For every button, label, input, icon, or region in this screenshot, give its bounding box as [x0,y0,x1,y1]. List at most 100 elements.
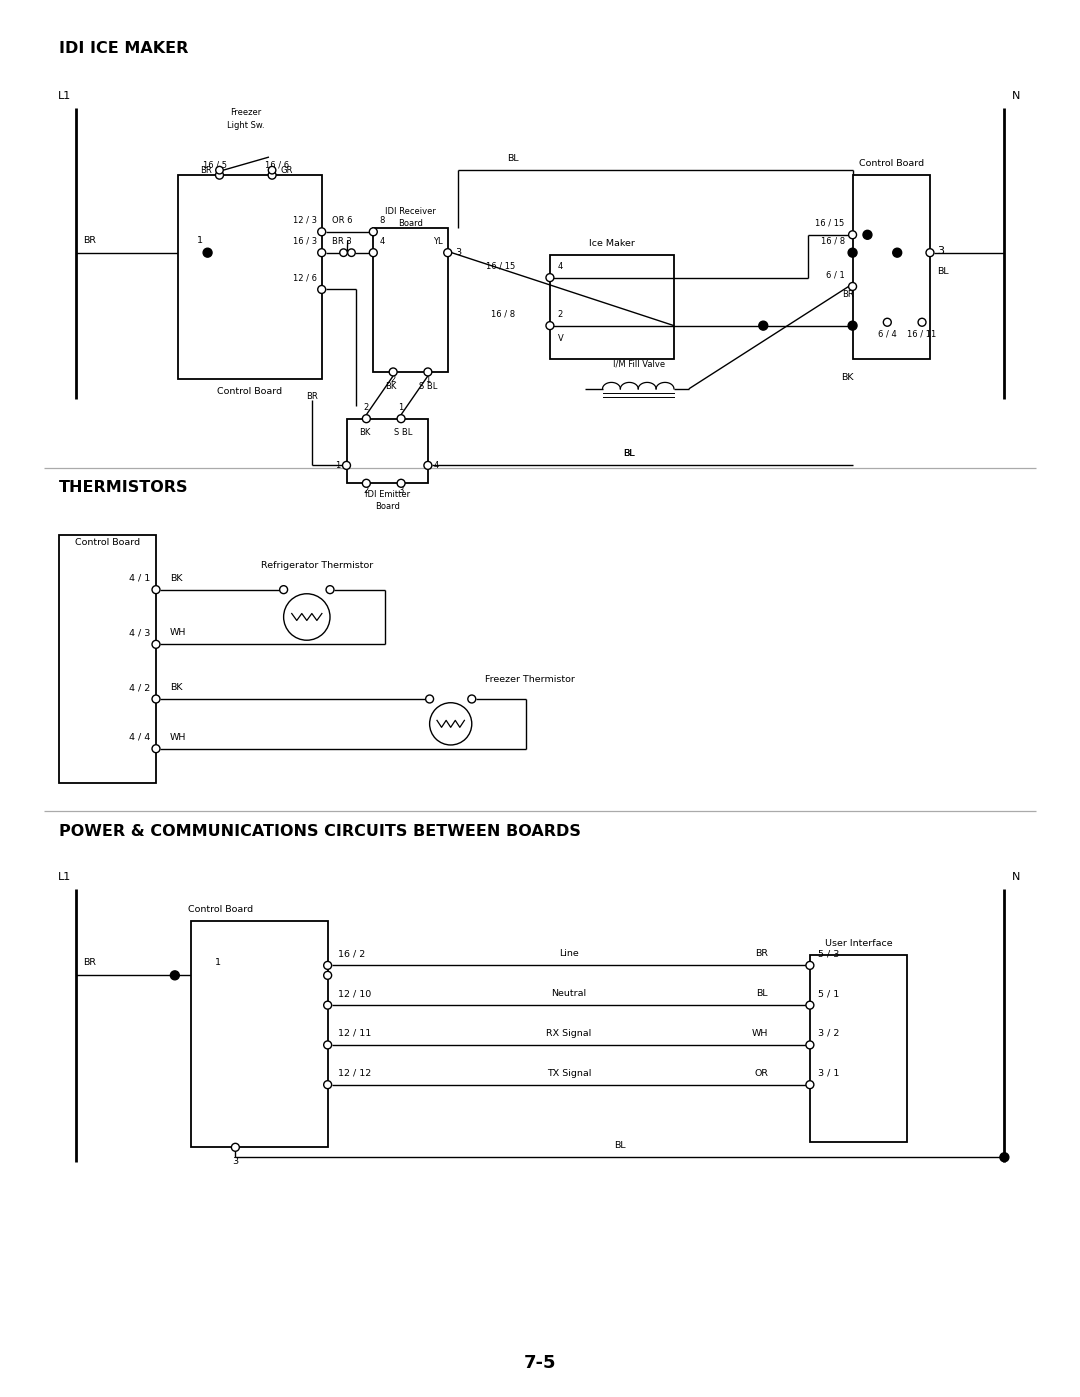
Text: 12 / 12: 12 / 12 [338,1069,370,1077]
Circle shape [324,1041,332,1049]
Text: Control Board: Control Board [188,905,253,914]
Text: 16 / 2: 16 / 2 [338,950,365,958]
Text: BL: BL [615,1141,625,1150]
Text: 16 / 8: 16 / 8 [821,236,845,246]
Text: BR: BR [755,950,768,958]
Text: 2: 2 [364,486,369,496]
Bar [58,535,156,784]
Text: 4: 4 [558,261,563,271]
Circle shape [883,319,891,327]
Text: BL: BL [757,989,768,999]
Circle shape [324,1002,332,1009]
Circle shape [806,1002,814,1009]
Circle shape [806,961,814,970]
Text: WH: WH [752,1030,768,1038]
Circle shape [389,367,397,376]
Text: Control Board: Control Board [217,387,282,395]
Text: OR 6: OR 6 [332,217,352,225]
Text: GR: GR [280,166,293,175]
Text: 4: 4 [434,461,440,469]
Text: WH: WH [170,733,186,742]
Circle shape [284,594,330,640]
Text: Line: Line [559,950,579,958]
Circle shape [849,282,856,291]
Circle shape [806,1041,814,1049]
Circle shape [1000,1153,1009,1162]
Text: 4 / 1: 4 / 1 [129,574,150,583]
Circle shape [848,249,858,257]
Bar [178,175,322,379]
Circle shape [216,166,224,175]
Circle shape [468,696,476,703]
Text: Board: Board [399,219,423,228]
Circle shape [397,479,405,488]
Text: 6 / 4: 6 / 4 [878,330,896,338]
Circle shape [424,367,432,376]
Circle shape [759,321,768,330]
Text: 4 / 4: 4 / 4 [129,733,150,742]
Circle shape [893,249,902,257]
Text: 12 / 3: 12 / 3 [293,217,316,225]
Text: 16 / 11: 16 / 11 [907,330,936,338]
Text: 1: 1 [335,461,340,469]
Text: BR 3: BR 3 [332,236,351,246]
Text: RX Signal: RX Signal [546,1030,592,1038]
Text: 3: 3 [937,246,944,256]
Text: BK: BK [170,683,183,692]
Text: 4 / 2: 4 / 2 [129,683,150,692]
Text: 16 / 3: 16 / 3 [293,236,316,246]
Text: BR: BR [83,236,96,244]
Text: 5 / 3: 5 / 3 [818,950,839,958]
Text: 16 / 15: 16 / 15 [815,219,845,228]
Text: IDI Emitter: IDI Emitter [365,490,409,499]
Text: 16 / 8: 16 / 8 [491,310,515,319]
Text: THERMISTORS: THERMISTORS [58,481,188,496]
Text: 16 / 5: 16 / 5 [203,161,227,169]
Circle shape [397,415,405,423]
Bar [550,254,674,359]
Text: BL: BL [623,450,635,458]
Text: BR: BR [83,958,96,967]
Circle shape [424,461,432,469]
Circle shape [848,321,858,330]
Circle shape [363,415,370,423]
Text: 3: 3 [456,249,462,257]
Text: BK: BK [170,574,183,583]
Circle shape [326,585,334,594]
Text: V: V [558,334,564,342]
Text: S BL: S BL [394,427,413,437]
Text: 3: 3 [399,486,404,496]
Text: 8: 8 [379,217,384,225]
Circle shape [444,249,451,257]
Bar [374,228,448,372]
Text: 2: 2 [391,374,395,384]
Circle shape [363,479,370,488]
Text: Refrigerator Thermistor: Refrigerator Thermistor [260,560,373,570]
Text: Freezer Thermistor: Freezer Thermistor [485,675,575,685]
Text: POWER & COMMUNICATIONS CIRCUITS BETWEEN BOARDS: POWER & COMMUNICATIONS CIRCUITS BETWEEN … [58,824,581,840]
Circle shape [342,461,351,469]
Circle shape [152,640,160,648]
Text: 5 / 1: 5 / 1 [818,989,839,999]
Text: Control Board: Control Board [859,159,923,168]
Text: N: N [1012,872,1021,882]
Text: Ice Maker: Ice Maker [589,239,635,247]
Bar [347,419,428,483]
Circle shape [318,285,326,293]
Text: OR: OR [754,1069,768,1077]
Text: 12 / 11: 12 / 11 [338,1030,370,1038]
Text: 16 / 6: 16 / 6 [265,161,289,169]
Circle shape [430,703,472,745]
Text: N: N [1012,91,1021,101]
Circle shape [324,961,332,970]
Circle shape [324,1081,332,1088]
Bar [852,175,930,359]
Text: 1: 1 [215,958,220,967]
Text: 2: 2 [558,310,563,319]
Circle shape [268,172,276,179]
Text: Board: Board [375,502,400,511]
Text: I/M Fill Valve: I/M Fill Valve [613,360,665,369]
Text: L1: L1 [57,872,70,882]
Text: BR: BR [841,291,853,299]
Circle shape [849,231,856,239]
